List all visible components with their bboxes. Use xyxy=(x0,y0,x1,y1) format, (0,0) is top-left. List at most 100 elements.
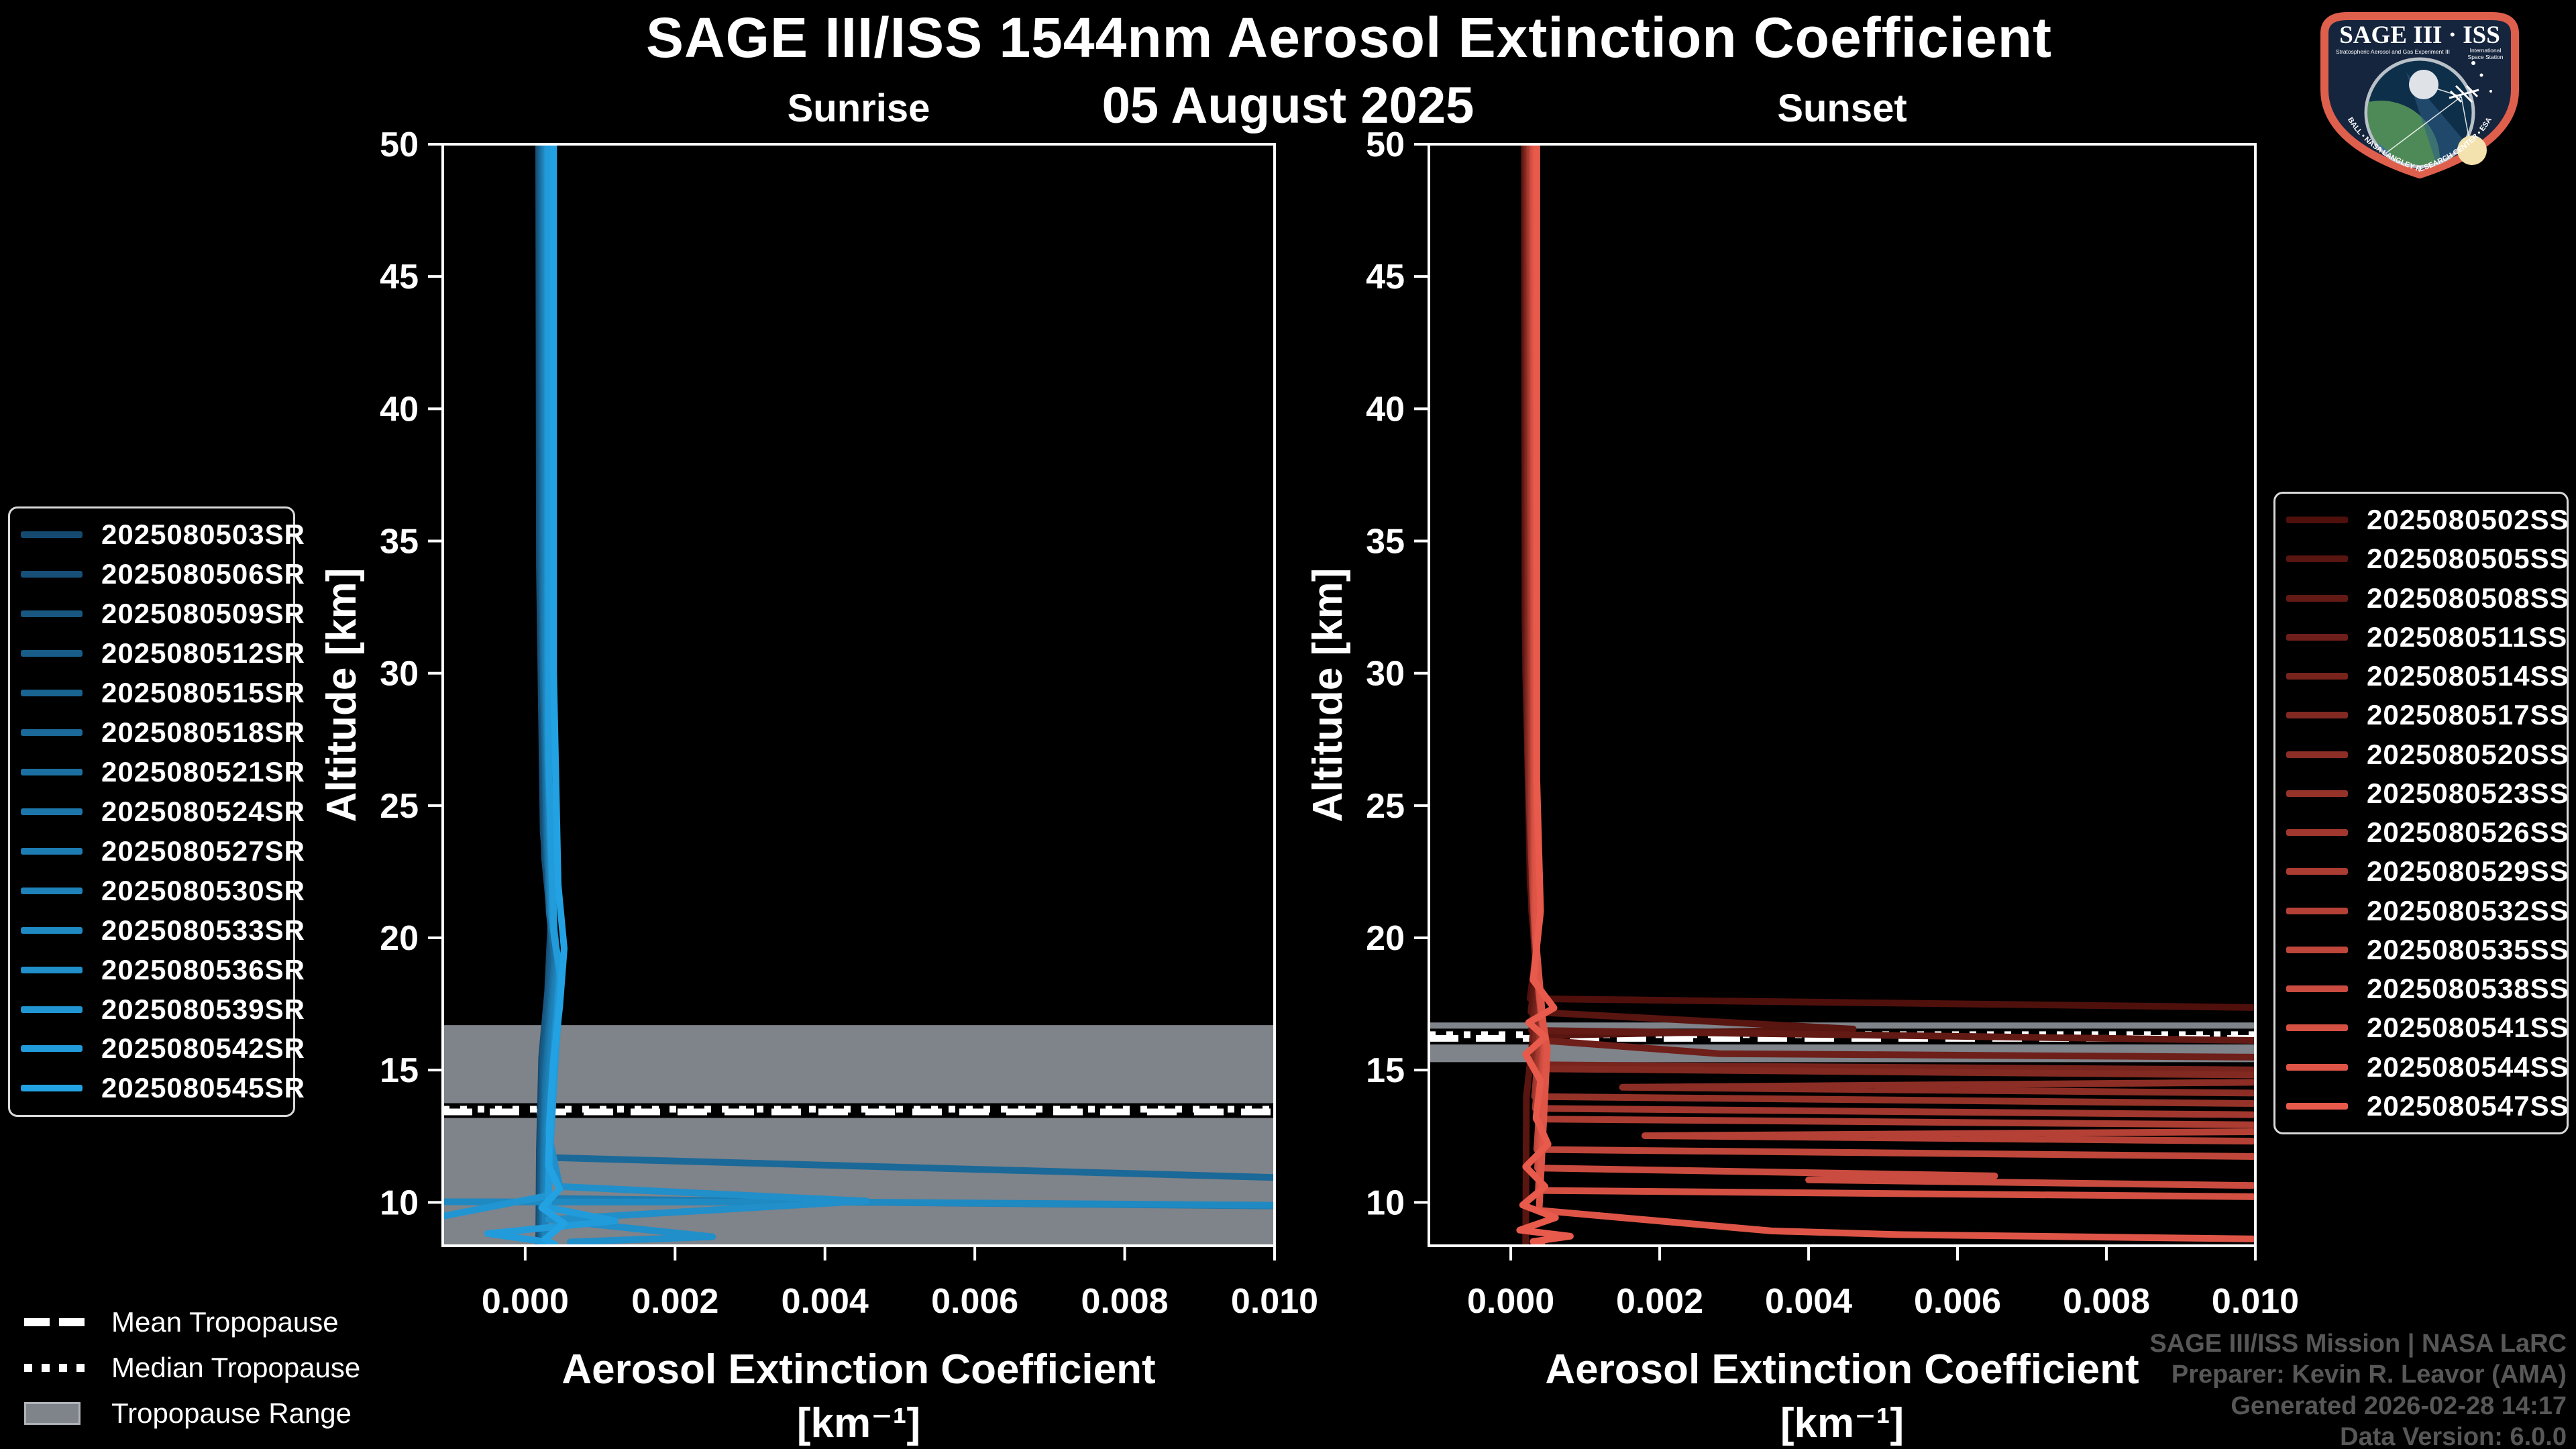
legend-item: 2025080514SS xyxy=(2286,660,2569,692)
legend-line-swatch-icon xyxy=(21,531,83,539)
legend-item: 2025080506SR xyxy=(21,558,305,590)
y-tick-label: 30 xyxy=(1366,655,1405,694)
x-tick-label: 0.006 xyxy=(931,1282,1018,1321)
legend-label: 2025080517SS xyxy=(2367,699,2569,731)
profile-line xyxy=(539,144,1275,1181)
axes-spines xyxy=(1428,143,2257,1247)
legend-item: 2025080511SS xyxy=(2286,621,2567,653)
legend-line-swatch-icon xyxy=(21,1085,83,1092)
legend-line-swatch-icon xyxy=(2286,985,2348,993)
sage-iss-logo: SAGE III · ISS Stratospheric Aerosol and… xyxy=(2306,11,2534,178)
legend-label: 2025080503SR xyxy=(101,519,305,551)
profile-line xyxy=(1527,144,2255,1128)
y-tick-label: 15 xyxy=(1366,1051,1405,1090)
x-tick-label: 0.008 xyxy=(2063,1282,2150,1321)
figure-date: 05 August 2025 xyxy=(1102,77,1474,134)
legend-label: 2025080512SR xyxy=(101,637,305,669)
logo-moon xyxy=(2409,70,2438,99)
legend-label: 2025080541SS xyxy=(2367,1012,2569,1044)
y-tick-label: 50 xyxy=(380,125,419,164)
y-tick-label: 10 xyxy=(380,1183,419,1222)
legend-item: 2025080544SS xyxy=(2286,1051,2569,1083)
profile-line xyxy=(538,144,568,1246)
legend-label: 2025080518SR xyxy=(101,716,305,749)
sunrise-legend: 2025080503SR 2025080506SR 2025080509SR 2025… xyxy=(8,506,305,1117)
legend-label: 2025080509SR xyxy=(101,598,305,630)
x-axis-label: Aerosol Extinction Coefficient xyxy=(561,1346,1155,1393)
y-tick-label: 35 xyxy=(1366,522,1405,561)
tropopause-legend: Mean Tropopause Median Tropopause Tropop… xyxy=(24,1305,360,1430)
sunset-panel-title: Sunset xyxy=(1777,87,1907,130)
x-tick-label: 0.004 xyxy=(1765,1282,1852,1321)
legend-label: 2025080533SR xyxy=(101,914,305,946)
profile-line xyxy=(1516,144,1574,1246)
legend-item: 2025080547SS xyxy=(2286,1090,2569,1122)
legend-label: 2025080506SR xyxy=(101,558,305,590)
legend-item: 2025080533SR xyxy=(21,914,305,947)
legend-label: 2025080532SS xyxy=(2367,894,2569,926)
y-tick-label: 40 xyxy=(380,390,419,429)
legend-item: 2025080542SR xyxy=(21,1032,305,1065)
legend-label: Tropopause Range xyxy=(111,1397,352,1429)
legend-line-swatch-icon xyxy=(21,610,83,618)
x-tick-label: 0.010 xyxy=(2212,1282,2299,1321)
legend-line-swatch-icon xyxy=(2286,790,2348,797)
axes-spines xyxy=(441,143,1276,1247)
legend-item: 2025080536SR xyxy=(21,954,305,986)
sunrise-panel-title: Sunrise xyxy=(787,87,930,130)
profile-line xyxy=(1525,144,2255,1108)
x-tick-label: 0.000 xyxy=(1467,1282,1554,1321)
legend-line-swatch-icon xyxy=(2286,1102,2348,1110)
legend-label: 2025080536SR xyxy=(101,953,305,985)
profile-line xyxy=(1619,1079,2255,1097)
legend-label: 2025080529SS xyxy=(2367,855,2569,888)
y-tick-label: 20 xyxy=(1366,919,1405,958)
legend-item: 2025080512SR xyxy=(21,637,305,669)
x-tick-label: 0.004 xyxy=(782,1282,869,1321)
dotted-line-swatch-icon xyxy=(24,1364,89,1372)
x-tick-label: 0.010 xyxy=(1231,1282,1318,1321)
profile-line xyxy=(1521,144,1857,1246)
legend-line-swatch-icon xyxy=(2286,594,2348,602)
x-tick-label: 0.002 xyxy=(631,1282,718,1321)
y-tick-label: 25 xyxy=(1366,787,1405,826)
legend-label: 2025080526SS xyxy=(2367,816,2569,849)
legend-label: 2025080527SR xyxy=(101,835,305,867)
legend-line-swatch-icon xyxy=(21,768,83,775)
legend-label: 2025080547SS xyxy=(2367,1089,2569,1122)
legend-label: 2025080538SS xyxy=(2367,973,2569,1005)
legend-item: 2025080541SS xyxy=(2286,1012,2569,1044)
legend-item: 2025080535SS xyxy=(2286,934,2569,966)
x-axis-units-label: [km⁻¹] xyxy=(797,1400,920,1446)
legend-item-tropopause-range: Tropopause Range xyxy=(24,1397,360,1430)
legend-line-swatch-icon xyxy=(21,729,83,737)
legend-line-swatch-icon xyxy=(2286,907,2348,914)
band-swatch-icon xyxy=(24,1402,89,1425)
legend-item: 2025080539SR xyxy=(21,994,305,1026)
x-tick-label: 0.006 xyxy=(1914,1282,2001,1321)
legend-label: 2025080515SR xyxy=(101,677,305,709)
x-tick-label: 0.008 xyxy=(1081,1282,1169,1321)
legend-label: 2025080524SR xyxy=(101,795,305,827)
legend-item: 2025080545SR xyxy=(21,1072,305,1104)
legend-line-swatch-icon xyxy=(2286,1024,2348,1032)
y-tick-label: 30 xyxy=(380,655,419,694)
legend-item-median-tropopause: Median Tropopause xyxy=(24,1351,360,1385)
footer-mission-line: SAGE III/ISS Mission | NASA LaRC xyxy=(2149,1330,2567,1358)
legend-item: 2025080509SR xyxy=(21,598,305,630)
y-tick-label: 50 xyxy=(1366,125,1405,164)
x-tick-label: 0.000 xyxy=(482,1282,569,1321)
footer-version-line: Data Version: 6.0.0 xyxy=(2340,1423,2567,1449)
legend-line-swatch-icon xyxy=(2286,633,2348,641)
legend-line-swatch-icon xyxy=(2286,946,2348,953)
legend-label: Median Tropopause xyxy=(111,1352,361,1383)
legend-line-swatch-icon xyxy=(21,1006,83,1013)
legend-label: 2025080523SS xyxy=(2367,777,2569,809)
y-axis-label: Altitude [km] xyxy=(319,568,365,822)
y-tick-label: 15 xyxy=(380,1051,419,1090)
logo-subtitle-right-2: Space Station xyxy=(2468,54,2504,60)
plot-area-sunrise xyxy=(443,144,1275,1246)
y-tick-label: 40 xyxy=(1366,390,1405,429)
